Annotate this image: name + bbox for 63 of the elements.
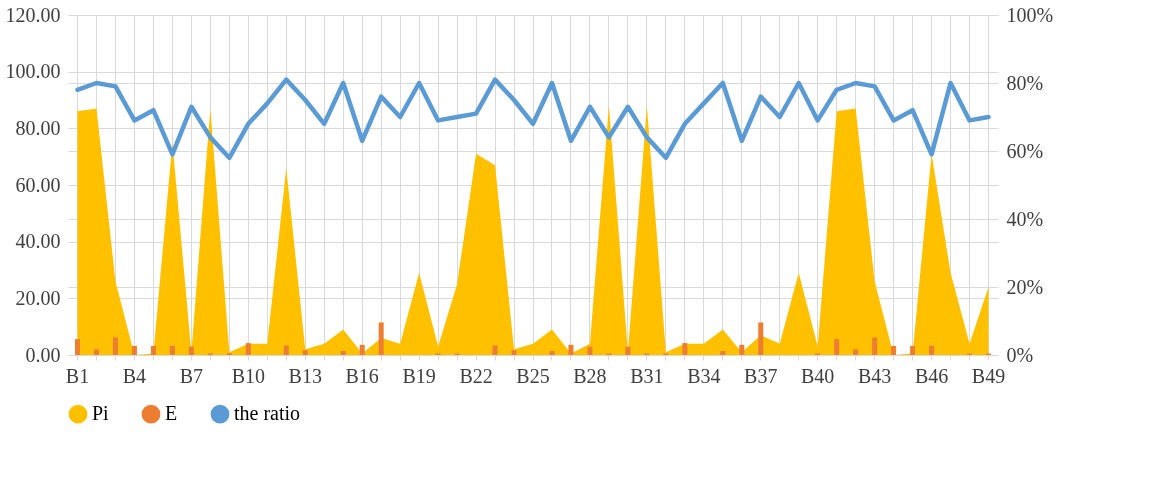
bar <box>245 343 251 355</box>
legend-label: E <box>165 402 178 425</box>
bar <box>834 339 840 355</box>
x-tick-label: B1 <box>65 364 90 387</box>
legend-label: Pi <box>92 402 110 425</box>
x-tick-label: B37 <box>744 364 778 387</box>
bar <box>511 350 517 355</box>
bar <box>910 345 916 355</box>
y-tick-label: 60.00 <box>15 173 61 196</box>
x-tick-label: B34 <box>687 364 721 387</box>
x-tick-label: B16 <box>345 364 379 387</box>
bar <box>853 349 859 355</box>
bar <box>739 344 745 355</box>
x-tick-label: B22 <box>459 364 493 387</box>
bar <box>131 345 137 355</box>
bar <box>340 351 346 355</box>
legend-label: the ratio <box>234 402 301 425</box>
y2-tick-label: 100% <box>1006 3 1054 26</box>
y2-tick-label: 40% <box>1006 207 1044 230</box>
bar <box>872 337 878 355</box>
bar <box>74 339 80 355</box>
x-tick-label: B7 <box>179 364 204 387</box>
bar <box>93 349 99 355</box>
x-tick-label: B25 <box>516 364 550 387</box>
bar <box>587 346 593 355</box>
bar <box>682 343 688 355</box>
bar <box>302 350 308 355</box>
bar <box>758 322 764 355</box>
bar <box>891 345 897 355</box>
bar <box>188 346 194 355</box>
x-tick-label: B31 <box>630 364 664 387</box>
bar <box>378 322 384 355</box>
x-tick-label: B43 <box>857 364 892 387</box>
line-series <box>75 77 991 161</box>
bar <box>929 345 935 355</box>
bar <box>150 345 156 355</box>
bar <box>720 351 726 355</box>
bar <box>568 344 574 355</box>
bar <box>283 345 289 355</box>
y-tick-label: 100.00 <box>5 60 61 83</box>
x-tick-label: B4 <box>122 364 147 387</box>
bar <box>169 345 175 355</box>
y2-tick-label: 20% <box>1006 275 1044 298</box>
x-tick-label: B46 <box>914 364 949 387</box>
bar <box>359 344 365 355</box>
x-tick-label: B10 <box>231 364 265 387</box>
x-tick-label: B28 <box>573 364 607 387</box>
y2-tick-label: 80% <box>1006 71 1044 94</box>
x-tick-label: B49 <box>971 364 1006 387</box>
bar <box>112 337 118 355</box>
y-tick-label: 0.00 <box>25 343 61 366</box>
y-tick-label: 20.00 <box>15 286 61 309</box>
y-tick-label: 40.00 <box>15 230 61 253</box>
y-tick-label: 120.00 <box>5 3 61 26</box>
bar <box>549 351 555 355</box>
bar <box>625 346 631 355</box>
y-tick-label: 80.00 <box>15 116 61 139</box>
y2-tick-label: 60% <box>1006 139 1044 162</box>
x-tick-label: B13 <box>288 364 322 387</box>
y2-tick-label: 0% <box>1006 343 1034 366</box>
bar <box>492 345 498 355</box>
x-tick-label: B40 <box>801 364 835 387</box>
x-tick-label: B19 <box>402 364 436 387</box>
